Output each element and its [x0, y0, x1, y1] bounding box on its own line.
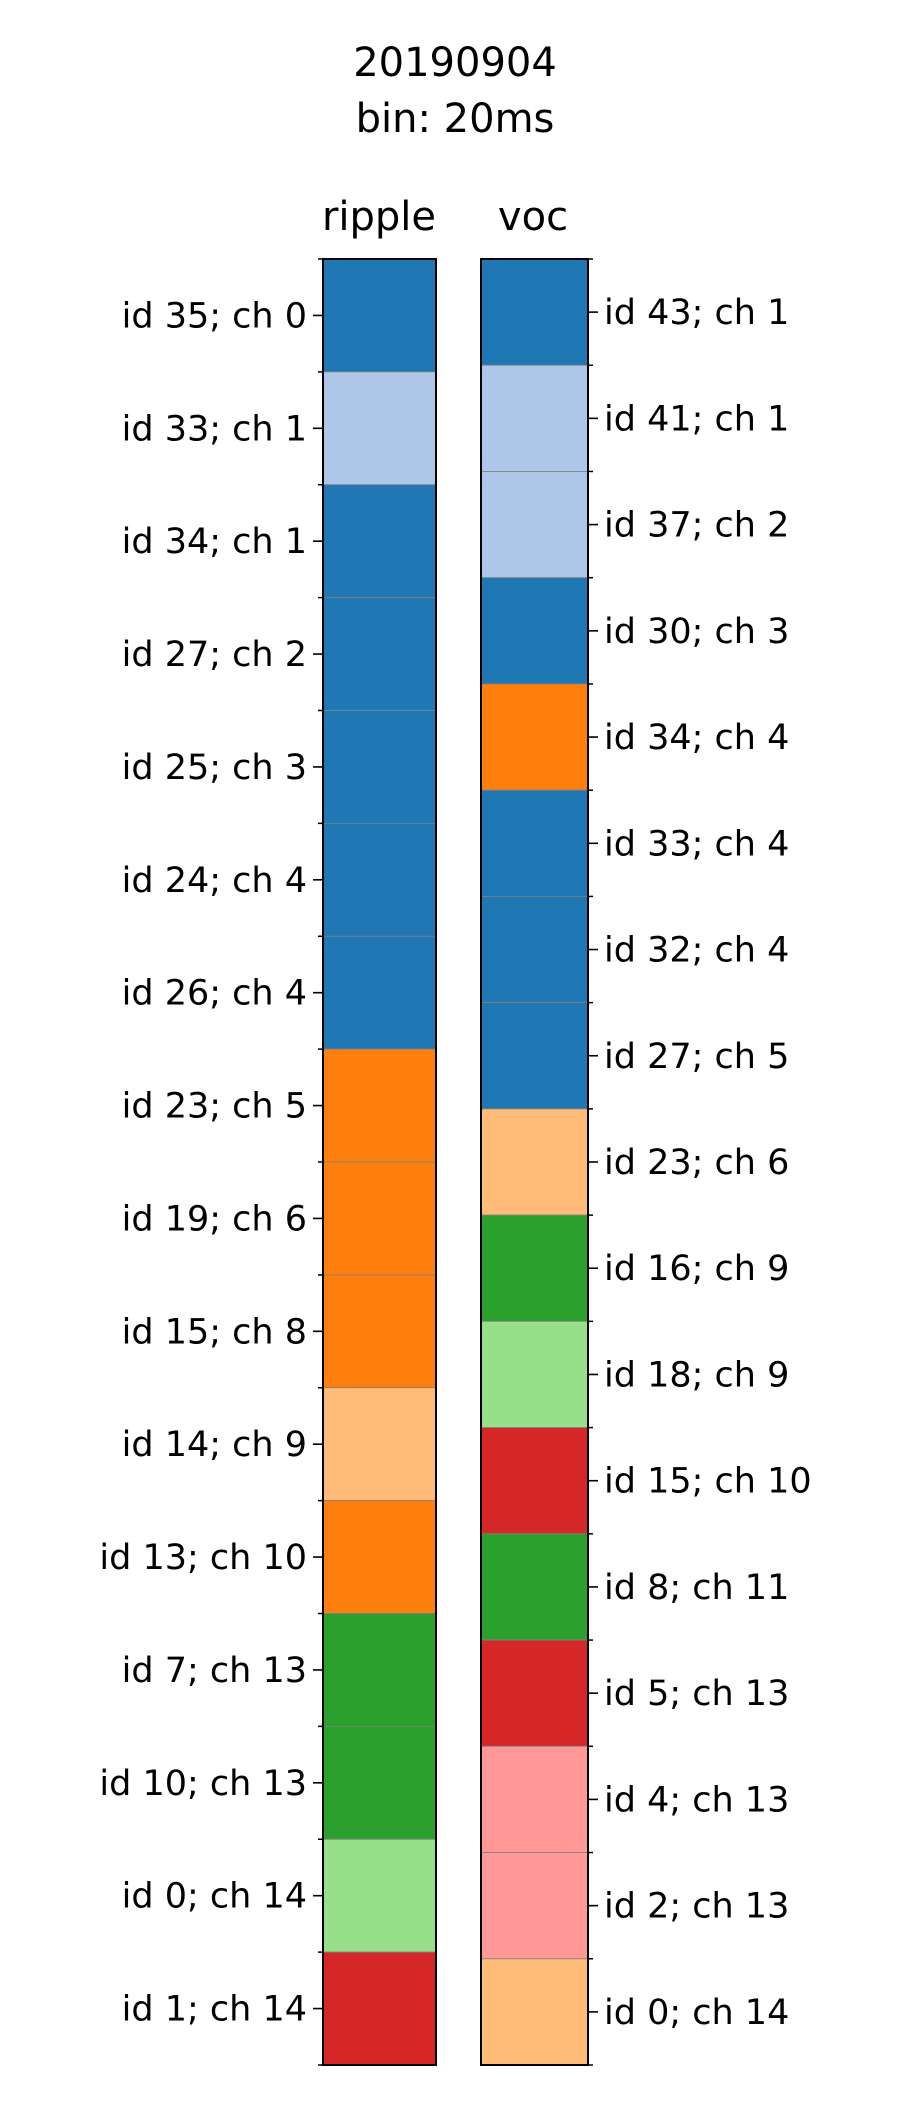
cell-voc-15	[480, 1852, 589, 1960]
cell-voc-2	[480, 471, 589, 579]
cell-voc-7	[480, 1002, 589, 1110]
tick-label-ripple-11: id 13; ch 10	[99, 1538, 307, 1578]
tick-label-ripple-1: id 33; ch 1	[122, 409, 307, 449]
cell-voc-12	[480, 1533, 589, 1641]
cell-ripple-1	[322, 371, 437, 486]
cell-voc-0	[480, 258, 589, 366]
tick-label-ripple-3: id 27; ch 2	[122, 635, 307, 675]
chart-title-line-1: 20190904	[353, 40, 557, 86]
tick-label-ripple-8: id 19; ch 6	[122, 1199, 307, 1239]
cell-voc-13	[480, 1639, 589, 1747]
cell-ripple-13	[322, 1725, 437, 1840]
tick-label-voc-7: id 27; ch 5	[604, 1037, 789, 1077]
tick-label-voc-8: id 23; ch 6	[604, 1143, 789, 1183]
tick-label-ripple-13: id 10; ch 13	[99, 1764, 307, 1804]
cell-ripple-11	[322, 1500, 437, 1614]
cell-ripple-3	[322, 597, 437, 711]
panel-title-voc: voc	[498, 194, 568, 240]
tick-label-ripple-10: id 14; ch 9	[122, 1425, 307, 1465]
tick-label-voc-14: id 4; ch 13	[604, 1780, 789, 1820]
cell-voc-9	[480, 1214, 589, 1322]
cell-voc-8	[480, 1108, 589, 1216]
cell-voc-11	[480, 1427, 589, 1535]
cell-ripple-12	[322, 1613, 437, 1727]
tick-label-ripple-2: id 34; ch 1	[122, 522, 307, 562]
tick-label-ripple-12: id 7; ch 13	[122, 1651, 307, 1691]
tick-label-voc-1: id 41; ch 1	[604, 399, 789, 439]
axes-frame-ripple	[322, 258, 437, 2066]
cell-ripple-4	[322, 710, 437, 824]
tick-label-ripple-9: id 15; ch 8	[122, 1312, 307, 1352]
cell-voc-1	[480, 364, 589, 472]
cell-ripple-8	[322, 1161, 437, 1276]
cell-ripple-10	[322, 1387, 437, 1502]
cell-ripple-9	[322, 1274, 437, 1389]
cell-ripple-14	[322, 1838, 437, 1953]
tick-label-ripple-4: id 25; ch 3	[122, 748, 307, 788]
cell-voc-3	[480, 577, 589, 685]
tick-label-voc-9: id 16; ch 9	[604, 1249, 789, 1289]
tick-label-voc-5: id 33; ch 4	[604, 824, 789, 864]
panel-title-ripple: ripple	[322, 194, 436, 240]
tick-label-ripple-7: id 23; ch 5	[122, 1087, 307, 1127]
cell-ripple-6	[322, 935, 437, 1050]
cell-voc-6	[480, 896, 589, 1004]
tick-label-voc-12: id 8; ch 11	[604, 1568, 789, 1608]
axes-frame-voc	[480, 258, 589, 2066]
tick-label-voc-10: id 18; ch 9	[604, 1355, 789, 1395]
chart-title-line-2: bin: 20ms	[356, 96, 555, 142]
cell-voc-16	[480, 1958, 589, 2066]
tick-label-ripple-0: id 35; ch 0	[122, 296, 307, 336]
tick-label-ripple-15: id 1; ch 14	[122, 1990, 307, 2030]
cell-voc-14	[480, 1745, 589, 1853]
cell-voc-4	[480, 683, 589, 791]
tick-label-voc-0: id 43; ch 1	[604, 293, 789, 333]
panel-voc: id 43; ch 1 id 41; ch 1 id 37; ch 2 id 30; …	[480, 258, 812, 2066]
tick-label-voc-4: id 34; ch 4	[604, 718, 789, 758]
cell-ripple-5	[322, 822, 437, 937]
cell-ripple-15	[322, 1951, 437, 2066]
tick-label-voc-15: id 2; ch 13	[604, 1887, 789, 1927]
cell-voc-10	[480, 1320, 589, 1428]
tick-label-voc-13: id 5; ch 13	[604, 1674, 789, 1714]
cell-ripple-7	[322, 1048, 437, 1163]
cell-ripple-0	[322, 258, 437, 373]
cell-voc-5	[480, 789, 589, 897]
tick-label-ripple-6: id 26; ch 4	[122, 974, 307, 1014]
tick-label-ripple-14: id 0; ch 14	[122, 1877, 307, 1917]
tick-label-voc-2: id 37; ch 2	[604, 506, 789, 546]
tick-label-voc-6: id 32; ch 4	[604, 931, 789, 971]
tick-label-voc-3: id 30; ch 3	[604, 612, 789, 652]
cell-ripple-2	[322, 484, 437, 599]
tick-label-ripple-5: id 24; ch 4	[122, 861, 307, 901]
panel-ripple: id 35; ch 0 id 33; ch 1 id 34; ch 1 id 27; …	[99, 258, 437, 2066]
tick-label-voc-11: id 15; ch 10	[604, 1462, 812, 1502]
tick-label-voc-16: id 0; ch 14	[604, 1993, 789, 2033]
